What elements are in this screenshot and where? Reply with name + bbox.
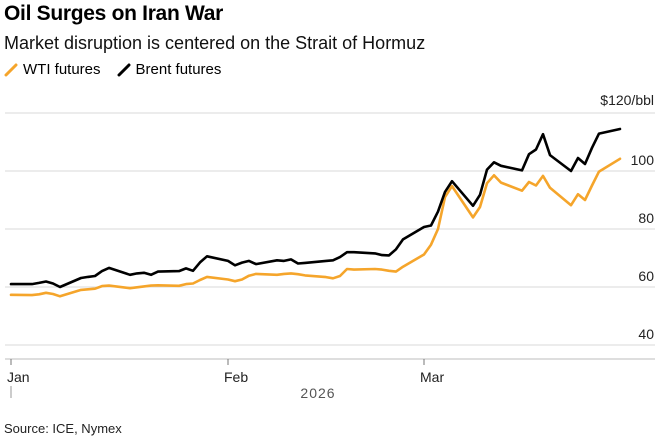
y-tick-label-100: 100 [631, 152, 655, 168]
gridlines [5, 112, 655, 346]
x-tick-label-feb: Feb [224, 369, 248, 385]
y-unit-label: $120/bbl [600, 92, 654, 108]
legend-item-brent: Brent futures [117, 61, 222, 78]
chart-title: Oil Surges on Iran War [4, 2, 223, 25]
brent-futures-line [9, 127, 622, 289]
axis-labels: 40 60 80 100 $120/bbl Jan Feb Mar 2026 [7, 92, 654, 401]
chart-subtitle: Market disruption is centered on the Str… [4, 33, 426, 53]
legend: WTI futures Brent futures [4, 61, 237, 78]
wti-legend-swatch [4, 63, 18, 76]
x-axis [5, 358, 655, 398]
x-tick-label-jan: Jan [7, 369, 30, 385]
x-tick-label-mar: Mar [420, 369, 444, 385]
brent-legend-swatch [117, 63, 131, 76]
y-tick-label-60: 60 [638, 268, 654, 284]
legend-label-wti: WTI futures [23, 61, 101, 78]
legend-item-wti: WTI futures [4, 61, 101, 78]
y-tick-label-80: 80 [638, 210, 654, 226]
source-note: Source: ICE, Nymex [4, 421, 122, 436]
series-lines [9, 127, 622, 298]
y-tick-label-40: 40 [638, 326, 654, 342]
legend-label-brent: Brent futures [135, 61, 222, 78]
x-axis-year-label: 2026 [300, 385, 335, 401]
wti-futures-line [9, 157, 622, 298]
